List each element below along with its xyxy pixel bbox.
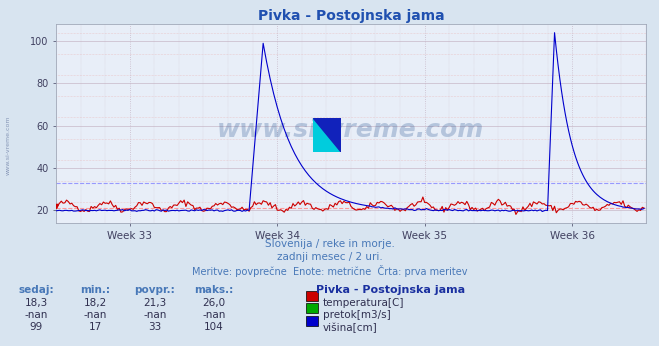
Polygon shape xyxy=(313,118,341,152)
Text: sedaj:: sedaj: xyxy=(18,285,54,295)
Text: 18,2: 18,2 xyxy=(84,298,107,308)
Text: povpr.:: povpr.: xyxy=(134,285,175,295)
Text: maks.:: maks.: xyxy=(194,285,234,295)
Text: Pivka - Postojnska jama: Pivka - Postojnska jama xyxy=(316,285,465,295)
Text: www.si-vreme.com: www.si-vreme.com xyxy=(217,118,484,142)
Text: 18,3: 18,3 xyxy=(24,298,48,308)
Text: višina[cm]: višina[cm] xyxy=(323,322,378,333)
Polygon shape xyxy=(313,118,341,152)
Polygon shape xyxy=(313,118,341,152)
Text: 17: 17 xyxy=(89,322,102,333)
Text: -nan: -nan xyxy=(143,310,167,320)
Text: pretok[m3/s]: pretok[m3/s] xyxy=(323,310,391,320)
Text: www.si-vreme.com: www.si-vreme.com xyxy=(5,116,11,175)
Text: 33: 33 xyxy=(148,322,161,333)
Title: Pivka - Postojnska jama: Pivka - Postojnska jama xyxy=(258,9,444,23)
Text: 26,0: 26,0 xyxy=(202,298,226,308)
Text: Slovenija / reke in morje.: Slovenija / reke in morje. xyxy=(264,239,395,249)
Text: -nan: -nan xyxy=(202,310,226,320)
Text: temperatura[C]: temperatura[C] xyxy=(323,298,405,308)
Text: -nan: -nan xyxy=(24,310,48,320)
Text: -nan: -nan xyxy=(84,310,107,320)
Text: zadnji mesec / 2 uri.: zadnji mesec / 2 uri. xyxy=(277,252,382,262)
Text: 104: 104 xyxy=(204,322,224,333)
Text: 99: 99 xyxy=(30,322,43,333)
Text: Meritve: povprečne  Enote: metrične  Črta: prva meritev: Meritve: povprečne Enote: metrične Črta:… xyxy=(192,265,467,277)
Text: 21,3: 21,3 xyxy=(143,298,167,308)
Text: min.:: min.: xyxy=(80,285,111,295)
